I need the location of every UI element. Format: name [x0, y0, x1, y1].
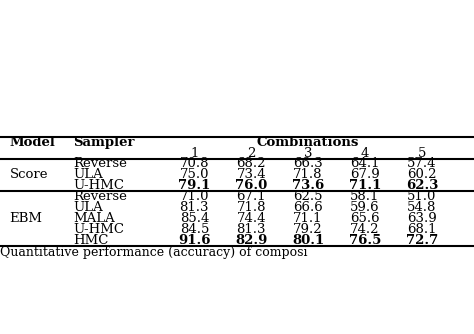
Text: 74.2: 74.2	[350, 223, 380, 236]
Text: 71.1: 71.1	[293, 212, 323, 225]
Text: 79.1: 79.1	[178, 179, 210, 192]
Text: 67.1: 67.1	[237, 190, 266, 203]
Text: 71.8: 71.8	[237, 201, 266, 214]
Text: 68.2: 68.2	[237, 158, 266, 170]
Text: 91.6: 91.6	[178, 234, 210, 247]
Text: U-HMC: U-HMC	[73, 179, 125, 192]
Text: 73.6: 73.6	[292, 179, 324, 192]
Text: 75.0: 75.0	[180, 168, 209, 181]
Text: 54.8: 54.8	[407, 201, 437, 214]
Text: ULA: ULA	[73, 168, 103, 181]
Text: 76.5: 76.5	[349, 234, 381, 247]
Text: 5: 5	[418, 147, 426, 160]
Text: HMC: HMC	[73, 234, 109, 247]
Text: 62.5: 62.5	[293, 190, 323, 203]
Text: 71.8: 71.8	[293, 168, 323, 181]
Text: 2: 2	[247, 147, 255, 160]
Text: 66.3: 66.3	[293, 158, 323, 170]
Text: Score: Score	[9, 168, 48, 181]
Text: Reverse: Reverse	[73, 158, 128, 170]
Text: 74.4: 74.4	[237, 212, 266, 225]
Text: 71.0: 71.0	[180, 190, 209, 203]
Text: 71.1: 71.1	[349, 179, 381, 192]
Text: 4: 4	[361, 147, 369, 160]
Text: 60.2: 60.2	[407, 168, 437, 181]
Text: 84.5: 84.5	[180, 223, 209, 236]
Text: 79.2: 79.2	[293, 223, 323, 236]
Text: 67.9: 67.9	[350, 168, 380, 181]
Text: 85.4: 85.4	[180, 212, 209, 225]
Text: U-HMC: U-HMC	[73, 223, 125, 236]
Text: 1: 1	[190, 147, 199, 160]
Text: 81.3: 81.3	[180, 201, 209, 214]
Text: 82.9: 82.9	[235, 234, 267, 247]
Text: ULA: ULA	[73, 201, 103, 214]
Text: 58.1: 58.1	[350, 190, 380, 203]
Text: 3: 3	[304, 147, 312, 160]
Text: 81.3: 81.3	[237, 223, 266, 236]
Text: 59.6: 59.6	[350, 201, 380, 214]
Text: 51.0: 51.0	[407, 190, 437, 203]
Text: 76.0: 76.0	[235, 179, 267, 192]
Text: MALA: MALA	[73, 212, 115, 225]
Text: 72.7: 72.7	[406, 234, 438, 247]
Text: EBM: EBM	[9, 212, 43, 225]
Text: Combinations: Combinations	[257, 136, 359, 149]
Text: Model: Model	[9, 136, 55, 149]
Text: 63.9: 63.9	[407, 212, 437, 225]
Text: 80.1: 80.1	[292, 234, 324, 247]
Text: 65.6: 65.6	[350, 212, 380, 225]
Text: 73.4: 73.4	[237, 168, 266, 181]
Text: 64.1: 64.1	[350, 158, 380, 170]
Text: 66.6: 66.6	[293, 201, 323, 214]
Text: Reverse: Reverse	[73, 190, 128, 203]
Text: 62.3: 62.3	[406, 179, 438, 192]
Text: 70.8: 70.8	[180, 158, 209, 170]
Text: Sampler: Sampler	[73, 136, 135, 149]
Text: 57.4: 57.4	[407, 158, 437, 170]
Text: Quantitative performance (accuracy) of composi: Quantitative performance (accuracy) of c…	[0, 246, 308, 260]
Text: 68.1: 68.1	[407, 223, 437, 236]
